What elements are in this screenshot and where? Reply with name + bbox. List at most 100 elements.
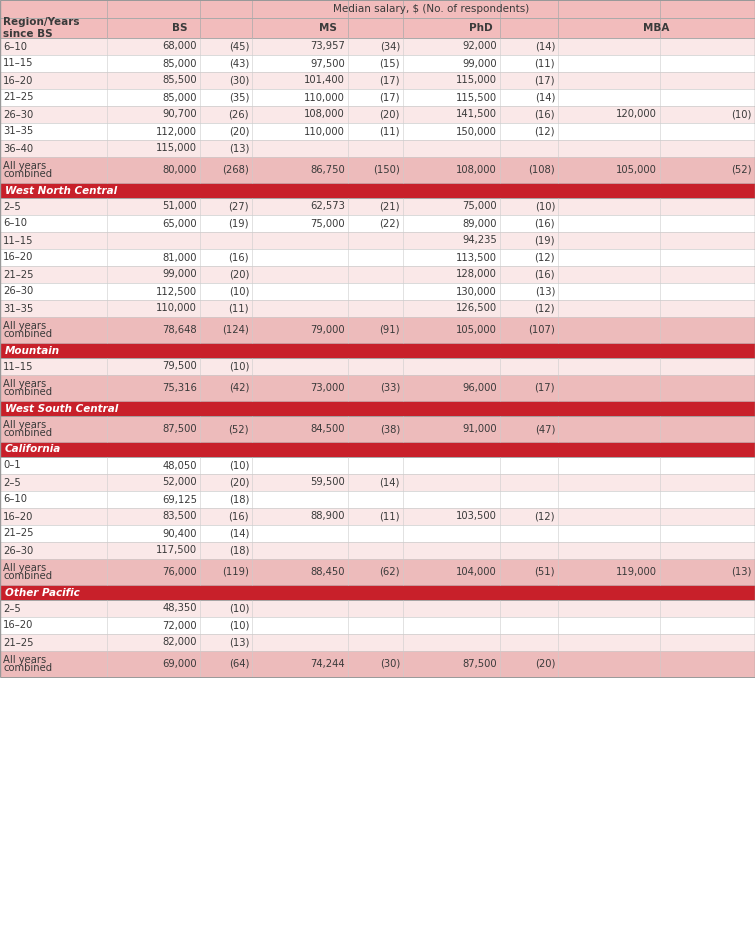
Bar [0, 198, 755, 215]
Text: 113,500: 113,500 [456, 252, 497, 263]
Text: All years: All years [3, 161, 46, 171]
Text: (19): (19) [535, 235, 555, 246]
Text: 128,000: 128,000 [456, 269, 497, 280]
Text: (43): (43) [229, 58, 249, 69]
Text: (18): (18) [229, 494, 249, 505]
Text: 11–15: 11–15 [3, 362, 33, 371]
Text: (119): (119) [222, 567, 249, 577]
Text: (21): (21) [380, 202, 400, 211]
Text: (13): (13) [229, 638, 249, 647]
Text: 52,000: 52,000 [162, 478, 197, 487]
Text: (42): (42) [229, 383, 249, 393]
Text: combined: combined [3, 663, 52, 673]
Text: Region/Years
since BS: Region/Years since BS [3, 17, 79, 39]
Text: 87,500: 87,500 [162, 424, 197, 434]
Bar [0, 89, 755, 106]
Text: 21–25: 21–25 [3, 269, 33, 280]
Text: All years: All years [3, 379, 46, 389]
Text: (52): (52) [732, 165, 752, 175]
Text: 75,000: 75,000 [462, 202, 497, 211]
Bar [0, 634, 755, 651]
Text: (22): (22) [380, 219, 400, 228]
Text: 85,000: 85,000 [162, 58, 197, 69]
Bar [0, 106, 755, 123]
Text: 88,900: 88,900 [310, 511, 345, 522]
Bar [0, 55, 755, 72]
Text: (10): (10) [229, 461, 249, 470]
Text: 81,000: 81,000 [162, 252, 197, 263]
Text: 115,000: 115,000 [156, 144, 197, 153]
Text: 80,000: 80,000 [162, 165, 197, 175]
Text: (10): (10) [229, 362, 249, 371]
Text: 99,000: 99,000 [162, 269, 197, 280]
Bar [0, 0, 755, 18]
Bar [0, 559, 755, 585]
Text: (20): (20) [535, 659, 555, 669]
Text: combined: combined [3, 427, 52, 438]
Text: 16–20: 16–20 [3, 75, 33, 86]
Bar [0, 72, 755, 89]
Text: 126,500: 126,500 [456, 304, 497, 313]
Text: 90,700: 90,700 [162, 109, 197, 120]
Text: 2–5: 2–5 [3, 202, 20, 211]
Text: 104,000: 104,000 [456, 567, 497, 577]
Text: 16–20: 16–20 [3, 252, 33, 263]
Bar [0, 491, 755, 508]
Bar [0, 600, 755, 617]
Text: 105,000: 105,000 [456, 325, 497, 335]
Text: 99,000: 99,000 [462, 58, 497, 69]
Bar [0, 140, 755, 157]
Text: MS: MS [319, 23, 337, 33]
Text: (14): (14) [229, 528, 249, 539]
Bar [0, 183, 755, 198]
Text: (35): (35) [229, 92, 249, 103]
Text: (20): (20) [229, 478, 249, 487]
Text: Median salary, $ (No. of respondents): Median salary, $ (No. of respondents) [333, 4, 529, 14]
Text: 84,500: 84,500 [310, 424, 345, 434]
Text: (107): (107) [528, 325, 555, 335]
Bar [0, 375, 755, 401]
Text: 2–5: 2–5 [3, 478, 20, 487]
Text: (45): (45) [229, 42, 249, 51]
Bar [0, 442, 755, 457]
Text: (33): (33) [380, 383, 400, 393]
Bar [0, 317, 755, 343]
Text: 79,500: 79,500 [162, 362, 197, 371]
Text: (14): (14) [535, 92, 555, 103]
Text: 88,450: 88,450 [310, 567, 345, 577]
Text: (17): (17) [380, 92, 400, 103]
Text: (47): (47) [535, 424, 555, 434]
Text: (10): (10) [229, 604, 249, 613]
Text: (11): (11) [380, 511, 400, 522]
Text: 26–30: 26–30 [3, 287, 33, 296]
Text: Other Pacific: Other Pacific [5, 587, 80, 598]
Text: (17): (17) [380, 75, 400, 86]
Text: 2–5: 2–5 [3, 604, 20, 613]
Text: 6–10: 6–10 [3, 219, 27, 228]
Text: (16): (16) [535, 109, 555, 120]
Text: (11): (11) [535, 58, 555, 69]
Text: 96,000: 96,000 [462, 383, 497, 393]
Text: 85,500: 85,500 [162, 75, 197, 86]
Text: (30): (30) [380, 659, 400, 669]
Text: (64): (64) [229, 659, 249, 669]
Text: (10): (10) [535, 202, 555, 211]
Bar [0, 401, 755, 416]
Text: (12): (12) [535, 511, 555, 522]
Text: 65,000: 65,000 [162, 219, 197, 228]
Text: 48,350: 48,350 [162, 604, 197, 613]
Text: 36–40: 36–40 [3, 144, 33, 153]
Text: 31–35: 31–35 [3, 304, 33, 313]
Text: All years: All years [3, 563, 46, 573]
Text: 108,000: 108,000 [456, 165, 497, 175]
Text: (16): (16) [229, 511, 249, 522]
Bar [0, 38, 755, 55]
Text: 21–25: 21–25 [3, 638, 33, 647]
Text: 110,000: 110,000 [156, 304, 197, 313]
Text: (17): (17) [535, 383, 555, 393]
Text: 130,000: 130,000 [456, 287, 497, 296]
Bar [0, 157, 755, 183]
Text: 110,000: 110,000 [304, 92, 345, 103]
Text: 79,000: 79,000 [310, 325, 345, 335]
Text: 48,050: 48,050 [162, 461, 197, 470]
